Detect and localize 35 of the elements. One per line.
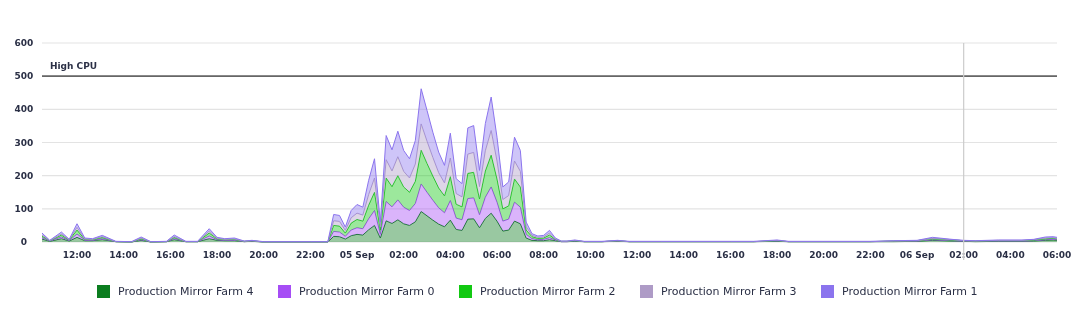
x-tick-label: 04:00 xyxy=(996,250,1025,260)
legend-label: Production Mirror Farm 0 xyxy=(299,284,435,298)
x-tick-label: 18:00 xyxy=(202,250,232,260)
x-tick-label: 20:00 xyxy=(249,250,278,260)
x-tick-label: 22:00 xyxy=(296,250,325,260)
legend-label: Production Mirror Farm 3 xyxy=(661,284,797,298)
y-tick-label: 200 xyxy=(14,170,34,181)
y-tick-label: 400 xyxy=(14,104,34,115)
x-tick-label: 10:00 xyxy=(576,250,605,260)
x-tick-label: 06:00 xyxy=(482,250,512,260)
x-tick-label: 18:00 xyxy=(762,250,792,260)
x-tick-label: 12:00 xyxy=(622,250,652,260)
y-tick-label: 600 xyxy=(14,38,34,49)
x-tick-label: 22:00 xyxy=(856,250,885,260)
x-tick-label: 12:00 xyxy=(62,250,92,260)
y-tick-label: 500 xyxy=(14,71,34,82)
legend-label: Production Mirror Farm 4 xyxy=(118,284,254,298)
x-tick-label: 06 Sep xyxy=(899,250,935,260)
x-tick-label: 04:00 xyxy=(436,250,465,260)
ref-line-label: High CPU xyxy=(50,61,98,72)
legend-label: Production Mirror Farm 2 xyxy=(480,284,616,298)
x-tick-label: 05 Sep xyxy=(339,250,375,260)
x-tick-label: 16:00 xyxy=(156,250,185,260)
x-tick-label: 20:00 xyxy=(809,250,838,260)
legend-label: Production Mirror Farm 1 xyxy=(842,284,978,298)
y-tick-label: 0 xyxy=(20,237,28,248)
x-tick-label: 16:00 xyxy=(716,250,745,260)
x-tick-label: 08:00 xyxy=(529,250,558,260)
x-tick-label: 14:00 xyxy=(669,250,698,260)
y-tick-label: 300 xyxy=(14,137,34,148)
x-tick-label: 02:00 xyxy=(949,250,978,260)
x-tick-label: 02:00 xyxy=(389,250,418,260)
y-tick-label: 100 xyxy=(14,203,34,214)
x-tick-label: 14:00 xyxy=(109,250,138,260)
x-tick-label: 06:00 xyxy=(1042,250,1072,260)
